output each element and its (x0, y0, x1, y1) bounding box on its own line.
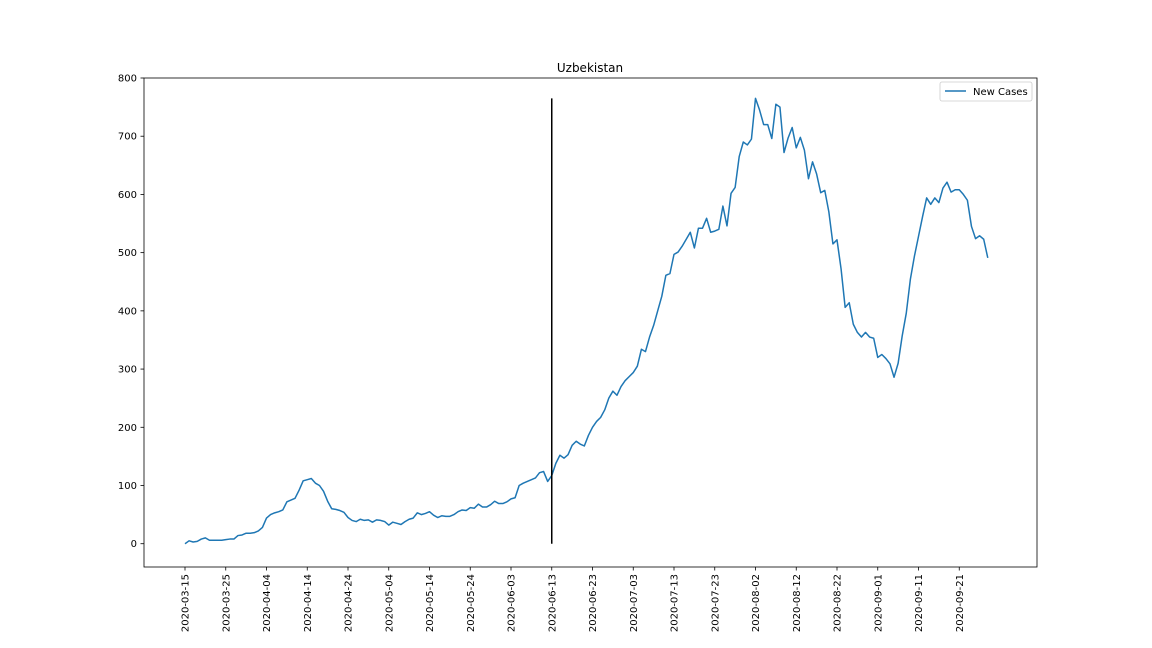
x-tick-label: 2020-05-14 (425, 574, 436, 632)
legend-box (939, 81, 1033, 102)
x-tick-label: 2020-09-21 (955, 574, 966, 632)
legend: New Cases (939, 81, 1033, 102)
y-tick-label: 0 (131, 539, 137, 550)
y-tick-label: 100 (118, 481, 137, 492)
y-tick-label: 700 (118, 132, 137, 143)
x-tick-label: 2020-07-13 (670, 574, 681, 632)
x-tick-label: 2020-07-23 (710, 574, 721, 632)
y-tick-label: 200 (118, 423, 137, 434)
x-tick-label: 2020-08-02 (751, 574, 762, 632)
x-tick-label: 2020-03-25 (221, 574, 232, 632)
legend-label-new-cases: New Cases (973, 87, 1028, 98)
plot-frame (143, 77, 1038, 568)
y-tick-label: 400 (118, 306, 137, 317)
y-tick-label: 800 (118, 74, 137, 85)
y-tick-label: 500 (118, 248, 137, 259)
x-tick-label: 2020-05-04 (384, 574, 395, 632)
series-line-new-cases (184, 97, 989, 545)
y-tick-label: 300 (118, 365, 137, 376)
x-tick-label: 2020-07-03 (629, 574, 640, 632)
x-tick-label: 2020-05-24 (466, 574, 477, 632)
x-tick-label: 2020-06-23 (588, 574, 599, 632)
chart-title: Uzbekistan (557, 61, 623, 75)
y-tick-label: 600 (118, 190, 137, 201)
x-tick-label: 2020-06-13 (547, 574, 558, 632)
x-tick-label: 2020-04-24 (344, 574, 355, 632)
x-tick-label: 2020-08-12 (792, 574, 803, 632)
plot-lines (184, 97, 989, 545)
x-tick-label: 2020-03-15 (181, 574, 192, 632)
x-tick-label: 2020-08-22 (833, 574, 844, 632)
x-tick-label: 2020-09-01 (873, 574, 884, 632)
x-tick-label: 2020-09-11 (914, 574, 925, 632)
axis-ticks: 0 100 200 300 400 500 600 700 800 2020-03-15 2020-… (118, 74, 966, 633)
x-tick-label: 2020-04-14 (303, 574, 314, 632)
x-tick-label: 2020-06-03 (507, 574, 518, 632)
x-tick-label: 2020-04-04 (262, 574, 273, 632)
